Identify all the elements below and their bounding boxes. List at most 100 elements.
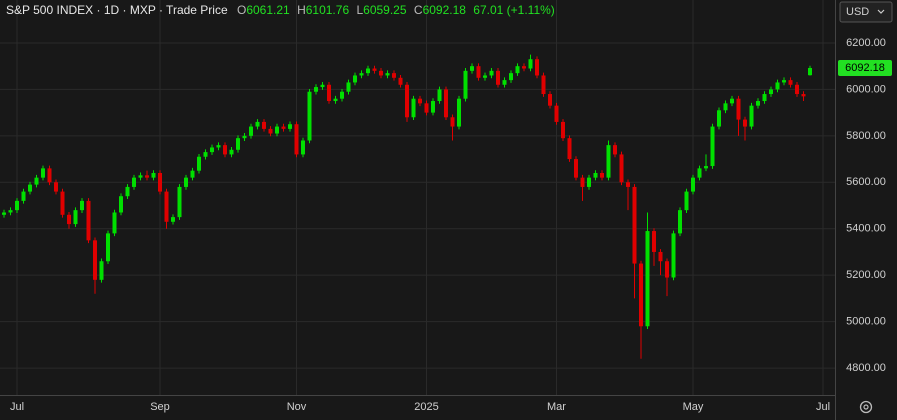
y-tick-label: 5000.00 bbox=[846, 316, 886, 328]
candle-body bbox=[749, 105, 754, 127]
candle-body bbox=[307, 91, 312, 141]
candle-body bbox=[632, 186, 637, 264]
candle-body bbox=[431, 101, 435, 113]
candle-body bbox=[541, 75, 546, 95]
candle-body bbox=[704, 166, 708, 169]
candle-body bbox=[249, 126, 253, 136]
candle-body bbox=[736, 98, 741, 120]
candle-body bbox=[762, 94, 767, 102]
x-tick-label: May bbox=[683, 401, 704, 413]
candle-body bbox=[294, 124, 299, 155]
settings-button[interactable] bbox=[859, 400, 873, 414]
low-value: 6059.25 bbox=[363, 3, 407, 17]
candle-body bbox=[177, 186, 182, 218]
candle-body bbox=[359, 73, 364, 76]
candle-body bbox=[489, 70, 494, 76]
candle-body bbox=[67, 214, 71, 225]
candle-body bbox=[782, 80, 786, 83]
candle-body bbox=[281, 126, 286, 129]
candle-body bbox=[671, 233, 676, 278]
candle-body bbox=[320, 84, 325, 88]
candle-body bbox=[730, 98, 734, 104]
candle-body bbox=[509, 73, 513, 81]
candle-body bbox=[34, 177, 39, 185]
currency-select[interactable] bbox=[839, 1, 893, 23]
candle-body bbox=[788, 80, 793, 85]
candle-body bbox=[106, 233, 110, 262]
candle-body bbox=[398, 77, 403, 85]
candle-body bbox=[600, 173, 604, 178]
candle-body bbox=[567, 138, 572, 160]
candle-body bbox=[184, 177, 188, 187]
candle-body bbox=[444, 89, 448, 118]
x-tick-label: Jul bbox=[816, 401, 830, 413]
candle-body bbox=[769, 89, 773, 95]
candle-body bbox=[775, 82, 780, 90]
change: 67.01 (+1.11%) bbox=[473, 3, 555, 17]
candle-body bbox=[561, 121, 565, 139]
candle-body bbox=[483, 75, 487, 78]
candle-body bbox=[554, 105, 559, 122]
candle-body bbox=[613, 145, 617, 155]
candle-body bbox=[262, 121, 266, 129]
gear-outer bbox=[859, 400, 873, 414]
candle-body bbox=[203, 152, 208, 157]
candle-body bbox=[522, 66, 526, 69]
candle-body bbox=[593, 173, 598, 178]
y-tick-label: 5600.00 bbox=[846, 176, 886, 188]
candle-body bbox=[353, 75, 357, 83]
candle-body bbox=[795, 84, 799, 95]
candle-body bbox=[41, 168, 45, 178]
candle-body bbox=[73, 210, 78, 225]
candle-body bbox=[216, 145, 221, 148]
candle-body bbox=[756, 101, 760, 106]
candle-body bbox=[424, 103, 429, 113]
candle-body bbox=[15, 200, 19, 211]
y-tick-label: 6200.00 bbox=[846, 37, 886, 49]
candle-body bbox=[288, 124, 292, 129]
candle-body bbox=[463, 70, 468, 99]
candle-body bbox=[255, 121, 260, 127]
candle-body bbox=[138, 175, 143, 178]
x-tick-label: Nov bbox=[287, 401, 307, 413]
candle-body bbox=[645, 231, 650, 327]
candle-body bbox=[606, 145, 611, 178]
candle-body bbox=[515, 66, 520, 74]
y-tick-label: 5800.00 bbox=[846, 130, 886, 142]
label-low: L bbox=[356, 3, 363, 17]
candle-body bbox=[301, 140, 305, 155]
candle-body bbox=[145, 175, 149, 178]
candle-body bbox=[496, 70, 500, 85]
candle-body bbox=[587, 177, 591, 187]
candle-body bbox=[28, 184, 32, 192]
candle-body bbox=[639, 263, 643, 327]
close-value: 6092.18 bbox=[423, 3, 467, 17]
candle-body bbox=[372, 68, 377, 71]
candle-body bbox=[691, 177, 695, 192]
candle-body bbox=[190, 170, 195, 178]
candle-body bbox=[385, 73, 390, 76]
x-tick-label: 2025 bbox=[414, 401, 438, 413]
candle-body bbox=[470, 66, 474, 71]
candle-body bbox=[340, 91, 344, 99]
candle-body bbox=[275, 126, 279, 134]
candle-body bbox=[626, 182, 630, 187]
label-close: C bbox=[414, 3, 423, 17]
candle-body bbox=[450, 117, 455, 127]
candle-body bbox=[314, 87, 318, 92]
instrument: S&P 500 INDEX · 1D · MXP · Trade Price bbox=[6, 3, 228, 17]
candle-body bbox=[743, 119, 747, 127]
candle-body bbox=[710, 126, 715, 167]
candle-body bbox=[242, 135, 247, 139]
candle-body bbox=[21, 191, 26, 201]
currency-label[interactable]: USD bbox=[846, 6, 869, 18]
candle-body bbox=[574, 159, 578, 178]
candle-body bbox=[93, 240, 97, 280]
candle-body bbox=[125, 186, 130, 197]
candle-body bbox=[327, 84, 331, 102]
candle-body bbox=[418, 98, 422, 104]
candle-body bbox=[86, 200, 91, 241]
candle-body bbox=[99, 261, 104, 280]
